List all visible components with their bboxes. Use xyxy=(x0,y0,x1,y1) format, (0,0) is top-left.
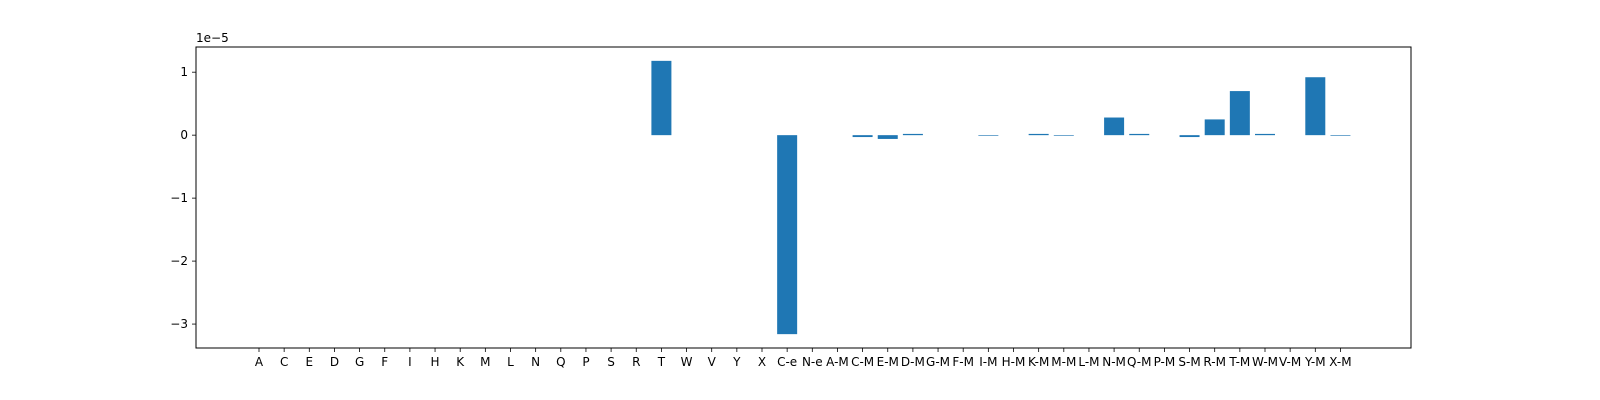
bar-E-M xyxy=(877,135,898,139)
x-tick-label: Y xyxy=(732,355,741,369)
x-tick-label: G xyxy=(355,355,364,369)
x-tick-label: N-e xyxy=(802,355,823,369)
y-tick-label: −2 xyxy=(170,254,188,268)
y-tick-label: −3 xyxy=(170,317,188,331)
x-tick-label: X-M xyxy=(1329,355,1351,369)
x-tick-label: S xyxy=(607,355,615,369)
bar-C-M xyxy=(852,135,873,138)
y-tick-label: 0 xyxy=(180,128,188,142)
x-tick-label: H xyxy=(431,355,440,369)
x-tick-label: S-M xyxy=(1178,355,1200,369)
x-tick-label: V-M xyxy=(1279,355,1301,369)
bar-T-M xyxy=(1229,91,1250,136)
x-tick-label: G-M xyxy=(926,355,950,369)
x-tick-label: N-M xyxy=(1102,355,1126,369)
x-tick-label: P-M xyxy=(1154,355,1176,369)
x-tick-label: D xyxy=(330,355,339,369)
x-tick-label: A-M xyxy=(826,355,849,369)
x-tick-label: M-M xyxy=(1051,355,1076,369)
x-tick-label: Q xyxy=(556,355,565,369)
bar-S-M xyxy=(1179,135,1200,138)
bar-M-M xyxy=(1053,135,1074,136)
x-tick-label: T-M xyxy=(1228,355,1250,369)
bar-T xyxy=(651,60,672,136)
bar-W-M xyxy=(1255,133,1275,136)
y-axis-ticks: −3 −2 −1 0 1 xyxy=(170,65,196,331)
x-tick-label: F xyxy=(381,355,388,369)
x-tick-label: E xyxy=(306,355,314,369)
x-tick-label: D-M xyxy=(901,355,925,369)
bars-group xyxy=(651,60,1351,335)
bar-X-M xyxy=(1330,135,1351,136)
x-tick-label: L xyxy=(507,355,514,369)
x-tick-label: I xyxy=(408,355,412,369)
x-tick-label: I-M xyxy=(979,355,997,369)
bar-C-e xyxy=(777,135,798,335)
bar-Y-M xyxy=(1305,77,1326,136)
x-tick-label: C-e xyxy=(777,355,797,369)
x-tick-label: X xyxy=(758,355,766,369)
bar-N-M xyxy=(1104,117,1125,136)
bar-I-M xyxy=(978,135,999,136)
x-tick-label: W-M xyxy=(1252,355,1278,369)
x-tick-label: R-M xyxy=(1203,355,1226,369)
x-tick-label: W xyxy=(681,355,693,369)
bar-R-M xyxy=(1204,119,1225,136)
x-tick-label: N xyxy=(531,355,540,369)
bar-D-M xyxy=(902,133,923,136)
plot-frame xyxy=(195,46,1412,349)
x-tick-label: L-M xyxy=(1078,355,1099,369)
x-tick-label: M xyxy=(480,355,490,369)
x-tick-label: V xyxy=(708,355,717,369)
x-tick-label: P xyxy=(582,355,589,369)
x-axis-ticks: A C E D G F I H K M L N Q P S R T W V Y X C-e N-e A-M C-M E-M D-M G… xyxy=(255,348,1352,369)
x-tick-label: K xyxy=(456,355,465,369)
x-tick-label: T xyxy=(657,355,666,369)
bar-Q-M xyxy=(1129,133,1150,136)
bar-K-M xyxy=(1028,133,1049,136)
x-tick-label: K-M xyxy=(1028,355,1049,369)
x-tick-label: R xyxy=(632,355,640,369)
x-tick-label: E-M xyxy=(877,355,899,369)
y-tick-label: −1 xyxy=(170,191,188,205)
x-tick-label: A xyxy=(255,355,264,369)
x-tick-label: H-M xyxy=(1002,355,1026,369)
x-tick-label: C-M xyxy=(851,355,874,369)
y-axis-offset-label: 1e−5 xyxy=(196,31,229,45)
x-tick-label: Q-M xyxy=(1127,355,1151,369)
x-tick-label: F-M xyxy=(952,355,974,369)
x-tick-label: C xyxy=(280,355,288,369)
y-tick-label: 1 xyxy=(180,65,188,79)
x-tick-label: Y-M xyxy=(1304,355,1326,369)
